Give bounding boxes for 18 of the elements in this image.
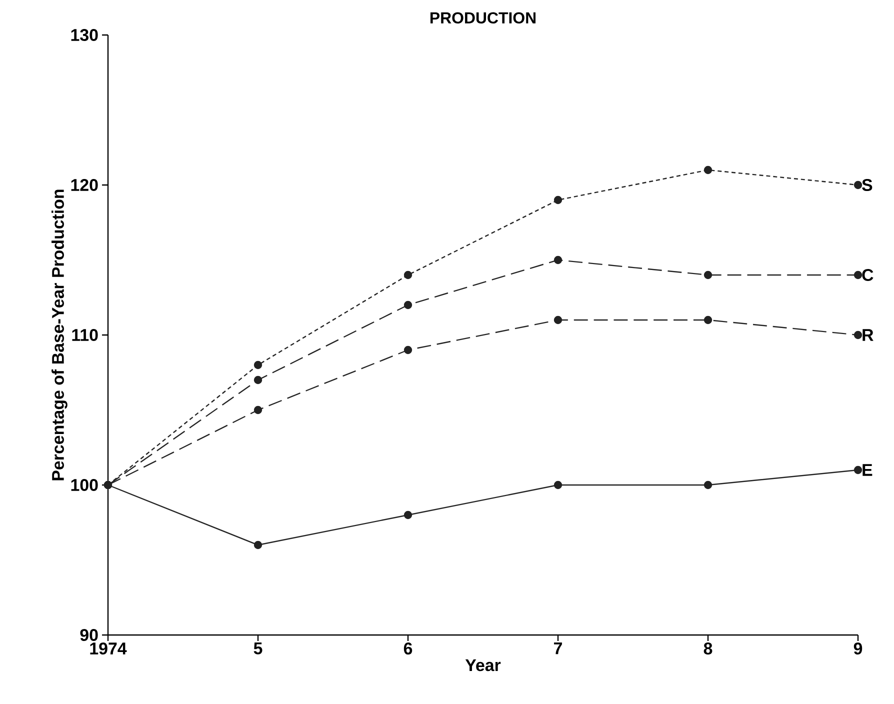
y-tick-label: 100 [71, 479, 98, 491]
chart-title: PRODUCTION [430, 12, 536, 24]
y-tick-label: 90 [80, 629, 98, 641]
series-label: R [862, 329, 874, 341]
y-tick-label: 120 [71, 179, 98, 191]
series-label: S [862, 179, 872, 191]
y-tick-label: 130 [71, 28, 98, 41]
series-label: E [862, 464, 872, 476]
x-tick-label: 7 [554, 642, 562, 654]
y-axis-title: Percentage of Base-Year Production [52, 190, 68, 480]
x-tick-label: 9 [854, 642, 862, 655]
x-tick-label: 8 [704, 642, 712, 655]
series-label: C [862, 269, 874, 281]
y-tick-label: 110 [72, 329, 98, 341]
x-tick-label: 5 [254, 642, 262, 654]
x-tick-label: 1974 [90, 642, 127, 655]
x-tick-label: 6 [404, 642, 412, 655]
x-axis-title: Year [465, 659, 501, 672]
